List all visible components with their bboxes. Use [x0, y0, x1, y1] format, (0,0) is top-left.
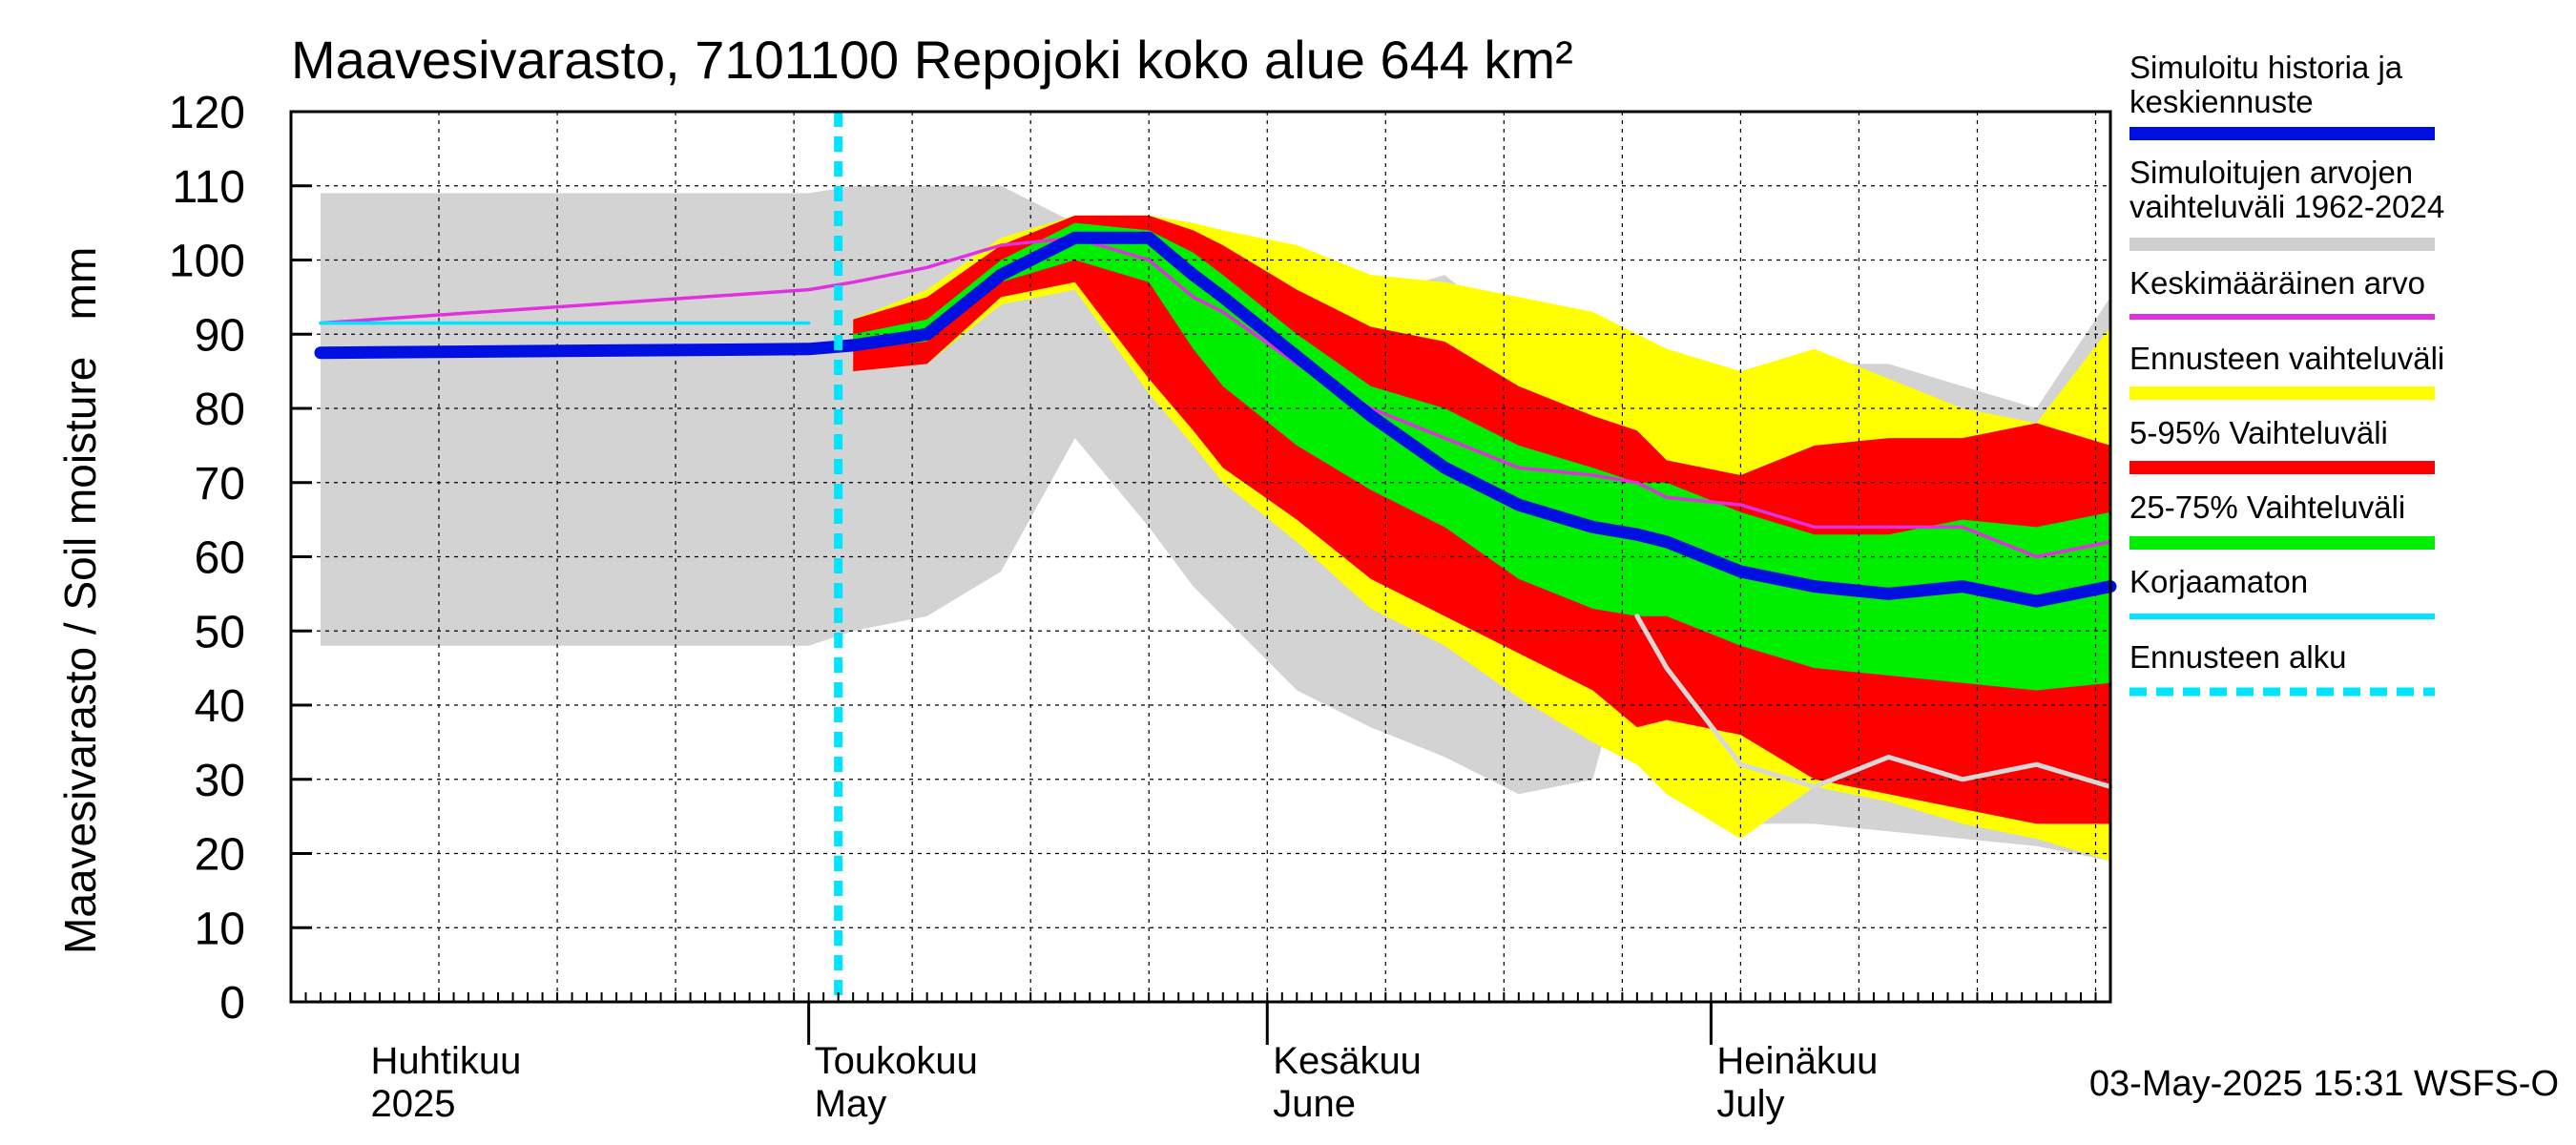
legend-label: Korjaamaton — [2129, 564, 2308, 599]
y-tick-label: 50 — [195, 607, 245, 657]
legend-label: 25-75% Vaihteluväli — [2129, 489, 2405, 525]
simulated-median-line — [314, 231, 2117, 608]
y-tick-label: 40 — [195, 681, 245, 732]
y-axis-label: Maavesivarasto / Soil moisture mm — [55, 247, 105, 954]
y-tick-label: 0 — [219, 978, 245, 1029]
chart-title: Maavesivarasto, 7101100 Repojoki koko al… — [291, 30, 1573, 90]
legend-label: Keskimääräinen arvo — [2129, 265, 2425, 301]
y-tick-label: 80 — [195, 385, 245, 435]
p25-p75-band — [853, 222, 2111, 691]
legend-label: Ennusteen alku — [2129, 639, 2347, 675]
line-layer — [314, 112, 2117, 1002]
y-tick-label: 30 — [195, 756, 245, 806]
y-tick-label: 120 — [169, 88, 245, 138]
x-month-label: Huhtikuu — [371, 1040, 522, 1082]
legend-label: vaihteluväli 1962-2024 — [2129, 189, 2444, 224]
axes-layer: 0 10 20 30 40 50 60 70 80 90 100 110 120 Huhtikuu2025… — [169, 88, 2097, 1125]
x-month-sublabel: June — [1273, 1083, 1356, 1125]
footer-timestamp: 03-May-2025 15:31 WSFS-O — [2089, 1064, 2559, 1104]
legend-label: Simuloitu historia ja — [2129, 50, 2403, 85]
grid-layer — [291, 112, 2110, 1002]
y-tick-label: 10 — [195, 904, 245, 954]
legend-label: Simuloitujen arvojen — [2129, 155, 2413, 190]
legend-label: keskiennuste — [2129, 84, 2314, 119]
y-tick-label: 110 — [172, 162, 245, 213]
x-month-label: Toukokuu — [815, 1040, 978, 1082]
mean-value-line — [319, 236, 2112, 559]
x-month-label: Heinäkuu — [1716, 1040, 1878, 1082]
legend-label: Ennusteen vaihteluväli — [2129, 341, 2444, 376]
legend-label: 5-95% Vaihteluväli — [2129, 415, 2388, 450]
x-month-sublabel: 2025 — [371, 1083, 456, 1125]
x-month-label: Kesäkuu — [1273, 1040, 1422, 1082]
y-tick-label: 60 — [195, 533, 245, 584]
y-tick-label: 90 — [195, 310, 245, 361]
y-tick-label: 70 — [195, 459, 245, 510]
min-year-line — [1634, 614, 2113, 789]
x-month-sublabel: May — [815, 1083, 887, 1125]
y-tick-label: 100 — [169, 237, 245, 287]
x-month-sublabel: July — [1716, 1083, 1784, 1125]
y-tick-label: 20 — [195, 830, 245, 881]
